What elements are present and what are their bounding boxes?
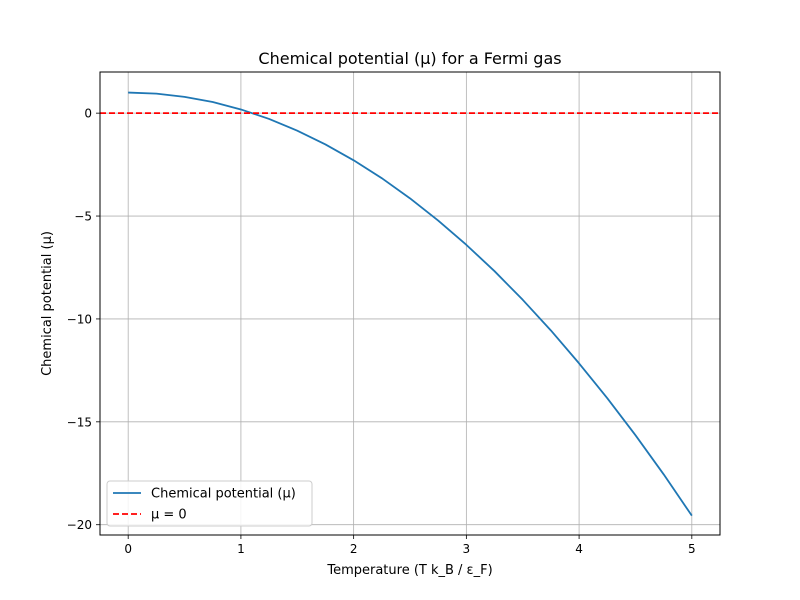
y-tick-label: −15 (67, 415, 92, 429)
legend-label-chemical-potential: Chemical potential (μ) (151, 487, 296, 502)
x-tick-label: 2 (350, 542, 358, 556)
y-axis-label: Chemical potential (μ) (40, 231, 55, 376)
y-tick-label: 0 (84, 107, 92, 121)
series-line-chemical-potential (128, 91, 693, 517)
legend-box (106, 480, 313, 527)
legend: Chemical potential (μ) μ = 0 (106, 480, 313, 527)
y-tick-label: −5 (74, 210, 92, 224)
y-tick-label: −20 (67, 518, 92, 532)
legend-label-mu-zero: μ = 0 (151, 508, 187, 523)
grid (100, 72, 720, 535)
chart-title: Chemical potential (μ) for a Fermi gas (258, 49, 561, 68)
x-axis-label: Temperature (T k_B / ε_F) (326, 563, 492, 578)
x-tick-label: 1 (237, 542, 245, 556)
x-tick-label: 4 (575, 542, 583, 556)
ticks: 0 1 2 3 4 5 0 −5 −10 −15 −20 (67, 107, 696, 556)
series-group (100, 91, 720, 517)
x-tick-label: 5 (688, 542, 696, 556)
y-tick-label: −10 (67, 312, 92, 326)
plot-area: 0 1 2 3 4 5 0 −5 −10 −15 −20 (67, 71, 721, 556)
axes-frame (99, 71, 721, 536)
x-tick-label: 3 (463, 542, 471, 556)
x-tick-label: 0 (124, 542, 132, 556)
